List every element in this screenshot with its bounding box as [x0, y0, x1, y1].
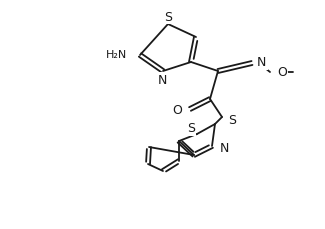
- Text: N: N: [257, 56, 266, 69]
- Text: S: S: [187, 122, 195, 135]
- Text: H₂N: H₂N: [106, 50, 127, 60]
- Text: N: N: [220, 142, 229, 155]
- Text: S: S: [164, 11, 172, 23]
- Text: O: O: [172, 103, 182, 116]
- Text: S: S: [228, 114, 236, 127]
- Text: N: N: [157, 74, 167, 87]
- Text: O: O: [277, 66, 287, 79]
